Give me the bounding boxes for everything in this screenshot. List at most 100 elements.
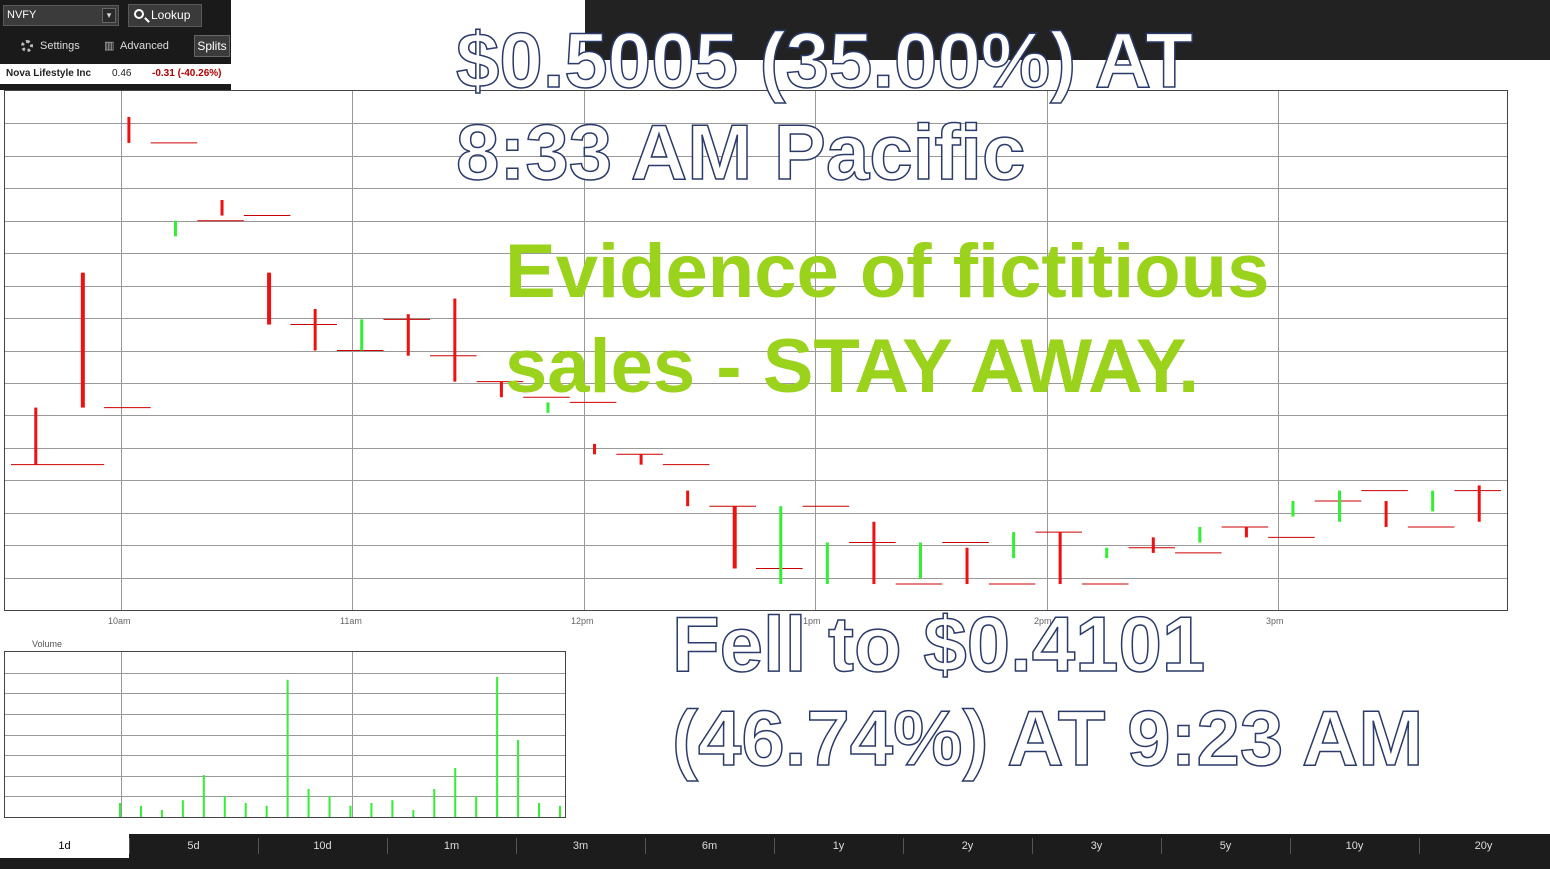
- candle: [1431, 490, 1435, 512]
- candle: [453, 298, 457, 382]
- last-price: 0.46: [112, 68, 132, 79]
- candle: [313, 308, 317, 351]
- candle: [1477, 485, 1481, 522]
- range-divider: [903, 838, 904, 854]
- candle: [360, 319, 364, 351]
- candle: [965, 547, 969, 585]
- x-tick-label: 10am: [108, 616, 131, 626]
- candle: [1012, 532, 1016, 559]
- annotation-top-line2: 8:33 AM Pacific: [455, 108, 1026, 196]
- range-divider: [129, 838, 130, 854]
- advanced-icon[interactable]: ▥: [104, 40, 115, 52]
- range-divider: [258, 838, 259, 854]
- volume-bar: [119, 803, 121, 817]
- warning-line1: Evidence of fictitious: [505, 229, 1270, 314]
- volume-bar: [559, 805, 561, 817]
- volume-bar: [349, 805, 352, 817]
- volume-bar: [496, 677, 499, 817]
- splits-button[interactable]: Splits: [194, 35, 230, 57]
- volume-chart[interactable]: [4, 651, 566, 818]
- volume-bar: [244, 803, 247, 817]
- candle: [499, 381, 503, 398]
- ticker-value: NVFY: [7, 9, 37, 21]
- range-button-5y[interactable]: 5y: [1219, 840, 1232, 852]
- candle: [1244, 526, 1248, 538]
- range-button-3y[interactable]: 3y: [1090, 840, 1103, 852]
- price-axis: [1508, 90, 1550, 611]
- chevron-down-icon[interactable]: ▾: [102, 8, 116, 23]
- x-tick-label: 1pm: [803, 616, 821, 626]
- candle: [127, 116, 131, 143]
- volume-bar: [412, 810, 415, 817]
- candle: [80, 272, 85, 408]
- lookup-button[interactable]: Lookup: [128, 4, 202, 27]
- range-button-3m[interactable]: 3m: [572, 840, 589, 852]
- candle: [34, 407, 38, 465]
- volume-bar: [433, 789, 436, 817]
- range-divider: [1419, 838, 1420, 854]
- candle: [406, 314, 410, 356]
- volume-bar: [454, 768, 457, 817]
- toolbar-strip: [585, 0, 1550, 60]
- volume-label: Volume: [32, 639, 63, 649]
- x-tick-label: 2pm: [1034, 616, 1052, 626]
- warning-line2: sales - STAY AWAY.: [505, 324, 1200, 409]
- volume-bar: [538, 803, 541, 817]
- candle: [593, 443, 597, 455]
- candle: [1105, 547, 1109, 559]
- candle: [1291, 501, 1295, 517]
- range-button-1d[interactable]: 1d: [0, 834, 129, 858]
- lookup-label: Lookup: [151, 8, 191, 22]
- range-divider: [774, 838, 775, 854]
- candle: [686, 490, 690, 507]
- quote-row: Nova Lifestyle Inc 0.46 -0.31 (-40.26%): [0, 64, 231, 84]
- volume-bar: [517, 740, 520, 817]
- candle: [825, 542, 829, 585]
- settings-button[interactable]: Settings: [40, 40, 80, 52]
- range-button-6m[interactable]: 6m: [701, 840, 718, 852]
- range-button-10d[interactable]: 10d: [313, 840, 332, 852]
- search-icon: [134, 9, 144, 19]
- range-divider: [645, 838, 646, 854]
- range-divider: [516, 838, 517, 854]
- range-button-20y[interactable]: 20y: [1474, 840, 1493, 852]
- x-tick-label: 11am: [340, 616, 362, 626]
- price-change: -0.31 (-40.26%): [152, 68, 222, 79]
- volume-bar: [307, 789, 310, 817]
- x-tick-label: 12pm: [571, 616, 594, 626]
- volume-bar: [286, 679, 289, 817]
- range-button-1y[interactable]: 1y: [832, 840, 845, 852]
- gear-icon[interactable]: [21, 40, 33, 52]
- candle: [1058, 532, 1062, 585]
- volume-bar: [370, 803, 373, 817]
- candle: [732, 506, 737, 569]
- annotation-bottom-line2: (46.74%) AT 9:23 AM: [671, 694, 1424, 782]
- volume-bar: [181, 800, 184, 817]
- advanced-button[interactable]: Advanced: [120, 40, 169, 52]
- range-divider: [1032, 838, 1033, 854]
- range-divider: [1161, 838, 1162, 854]
- candle: [1384, 501, 1388, 527]
- annotation-bottom-line1: Fell to $0.4101: [671, 600, 1206, 688]
- candle: [639, 454, 643, 465]
- annotation-top-line1: $0.5005 (35.00%) AT: [455, 16, 1194, 104]
- price-chart-plot: [5, 91, 1507, 610]
- volume-bar: [202, 775, 205, 817]
- range-button-10y[interactable]: 10y: [1345, 840, 1364, 852]
- candle: [872, 521, 876, 585]
- candle: [779, 506, 783, 585]
- volume-bar: [475, 796, 478, 817]
- volume-bar: [265, 805, 268, 817]
- price-chart[interactable]: [4, 90, 1508, 611]
- candle: [1151, 537, 1155, 553]
- range-button-1m[interactable]: 1m: [443, 840, 460, 852]
- range-divider: [387, 838, 388, 854]
- volume-bar: [391, 800, 394, 817]
- x-tick-label: 3pm: [1266, 616, 1284, 626]
- range-button-5d[interactable]: 5d: [187, 840, 200, 852]
- ticker-input[interactable]: NVFY ▾: [3, 5, 119, 26]
- volume-chart-plot: [5, 652, 565, 817]
- volume-bar: [328, 796, 331, 817]
- volume-bar: [160, 810, 163, 817]
- range-button-2y[interactable]: 2y: [961, 840, 974, 852]
